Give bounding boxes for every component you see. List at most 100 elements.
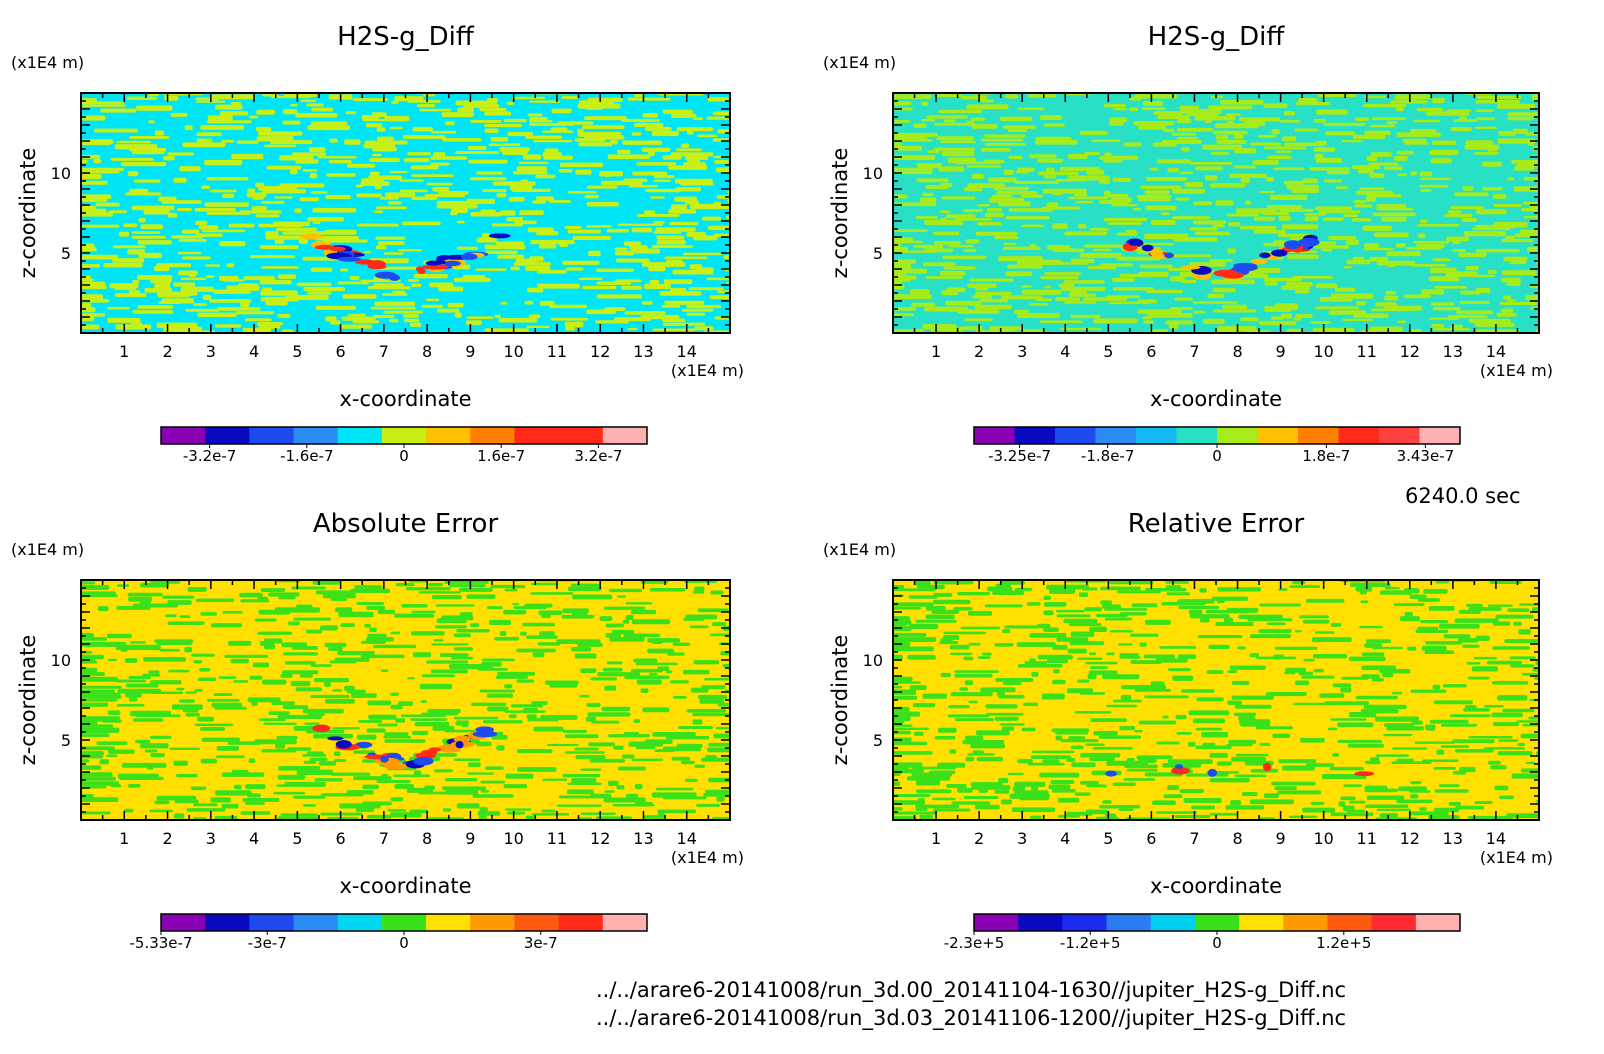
heatmap-cell bbox=[712, 817, 730, 820]
heatmap-cell bbox=[1271, 129, 1280, 135]
heatmap-cell bbox=[339, 324, 373, 329]
heatmap-cell bbox=[1188, 710, 1230, 716]
heatmap-cell bbox=[436, 308, 460, 313]
heatmap-cell bbox=[605, 623, 625, 628]
heatmap-cell bbox=[1399, 616, 1421, 622]
heatmap-cell bbox=[1201, 732, 1229, 738]
heatmap-cell bbox=[1351, 218, 1372, 222]
heatmap-cell bbox=[591, 720, 620, 724]
heatmap-cell bbox=[1274, 646, 1318, 650]
heatmap-cell bbox=[1017, 312, 1060, 319]
heatmap-cell bbox=[636, 213, 680, 217]
heatmap-cell bbox=[1491, 712, 1523, 718]
heatmap-cell bbox=[196, 132, 222, 137]
heatmap-cell bbox=[298, 238, 308, 245]
heatmap-cell bbox=[197, 716, 215, 722]
heatmap-cell bbox=[963, 656, 974, 661]
x-tick-label: 5 bbox=[292, 342, 302, 361]
heatmap-cell bbox=[211, 702, 243, 708]
heatmap-cell bbox=[409, 809, 429, 814]
heatmap-cell bbox=[390, 631, 401, 635]
heatmap-cell bbox=[1058, 283, 1075, 288]
heatmap-cell bbox=[256, 109, 276, 115]
heatmap-cell bbox=[480, 209, 496, 213]
heatmap-cell bbox=[230, 102, 242, 106]
heatmap-cell bbox=[1174, 297, 1193, 301]
heatmap-cell bbox=[239, 592, 263, 598]
heatmap-cell bbox=[1273, 240, 1287, 246]
heatmap-cell bbox=[589, 758, 625, 763]
heatmap-cell bbox=[1159, 646, 1197, 649]
heatmap-cell bbox=[197, 677, 217, 681]
heatmap-cell bbox=[1395, 94, 1431, 100]
heatmap-cell bbox=[1101, 604, 1122, 609]
heatmap-cell bbox=[376, 127, 386, 132]
heatmap-cell bbox=[1303, 658, 1315, 662]
heatmap-cell bbox=[1419, 807, 1427, 811]
heatmap-cell bbox=[1337, 739, 1383, 743]
heatmap-cell bbox=[1234, 704, 1272, 709]
heatmap-cell bbox=[1429, 149, 1459, 155]
heatmap-cell bbox=[915, 789, 952, 794]
heatmap-cell bbox=[727, 189, 730, 195]
heatmap-cell bbox=[1314, 631, 1335, 634]
heatmap-cell bbox=[707, 97, 730, 102]
heatmap-cell bbox=[1264, 281, 1278, 286]
heatmap-cell bbox=[193, 803, 218, 807]
heatmap-cell bbox=[467, 762, 481, 768]
heatmap-cell bbox=[330, 598, 348, 601]
heatmap-cell bbox=[622, 619, 630, 624]
heatmap-cell bbox=[140, 224, 164, 230]
heatmap-cell bbox=[1465, 140, 1494, 146]
heatmap-cell bbox=[302, 169, 318, 172]
heatmap-cell bbox=[1041, 693, 1065, 699]
heatmap-cell bbox=[567, 229, 602, 234]
signal-blob bbox=[472, 731, 498, 738]
heatmap-cell bbox=[1242, 792, 1258, 797]
heatmap-cell bbox=[729, 272, 730, 277]
heatmap-cell bbox=[716, 796, 725, 802]
heatmap-cell bbox=[1383, 723, 1415, 727]
heatmap-cell bbox=[1370, 152, 1392, 157]
heatmap-cell bbox=[281, 670, 319, 675]
heatmap-cell bbox=[1524, 132, 1539, 136]
heatmap-cell bbox=[1155, 658, 1188, 663]
heatmap-cell bbox=[1189, 262, 1226, 267]
heatmap-cell bbox=[893, 811, 936, 815]
heatmap-cell bbox=[409, 322, 422, 327]
x-tick-label: 11 bbox=[1357, 829, 1377, 848]
heatmap-cell bbox=[137, 275, 173, 280]
heatmap-cell bbox=[456, 246, 478, 250]
heatmap-cell bbox=[1051, 788, 1076, 793]
heatmap-cell bbox=[317, 156, 357, 159]
heatmap-cell bbox=[1126, 757, 1135, 763]
heatmap-cell bbox=[633, 718, 641, 723]
heatmap-cell bbox=[960, 626, 1001, 630]
heatmap-cell bbox=[236, 140, 259, 144]
heatmap-cell bbox=[376, 780, 411, 784]
heatmap-cell bbox=[1295, 314, 1313, 318]
heatmap-cell bbox=[564, 225, 582, 229]
heatmap-cell bbox=[623, 731, 640, 735]
heatmap-cell bbox=[247, 697, 281, 703]
heatmap-cell bbox=[263, 722, 297, 726]
heatmap-cell bbox=[444, 580, 489, 584]
heatmap-cell bbox=[1238, 716, 1256, 721]
heatmap-cell bbox=[341, 316, 376, 321]
heatmap-cell bbox=[206, 698, 240, 702]
heatmap-cell bbox=[1137, 299, 1158, 304]
heatmap-cell bbox=[128, 697, 138, 702]
heatmap-cell bbox=[420, 700, 428, 703]
heatmap-cell bbox=[1330, 812, 1374, 817]
heatmap-cell bbox=[164, 95, 179, 101]
heatmap-cell bbox=[346, 163, 376, 168]
heatmap-cell bbox=[310, 664, 332, 667]
heatmap-cell bbox=[131, 205, 175, 211]
heatmap-cell bbox=[1433, 700, 1473, 705]
heatmap-cell bbox=[1057, 797, 1080, 803]
heatmap-cell bbox=[1314, 206, 1353, 211]
heatmap-cell bbox=[364, 140, 408, 145]
y-tick-label: 10 bbox=[863, 651, 883, 670]
heatmap-cell bbox=[397, 701, 413, 706]
heatmap-cell bbox=[130, 641, 147, 644]
